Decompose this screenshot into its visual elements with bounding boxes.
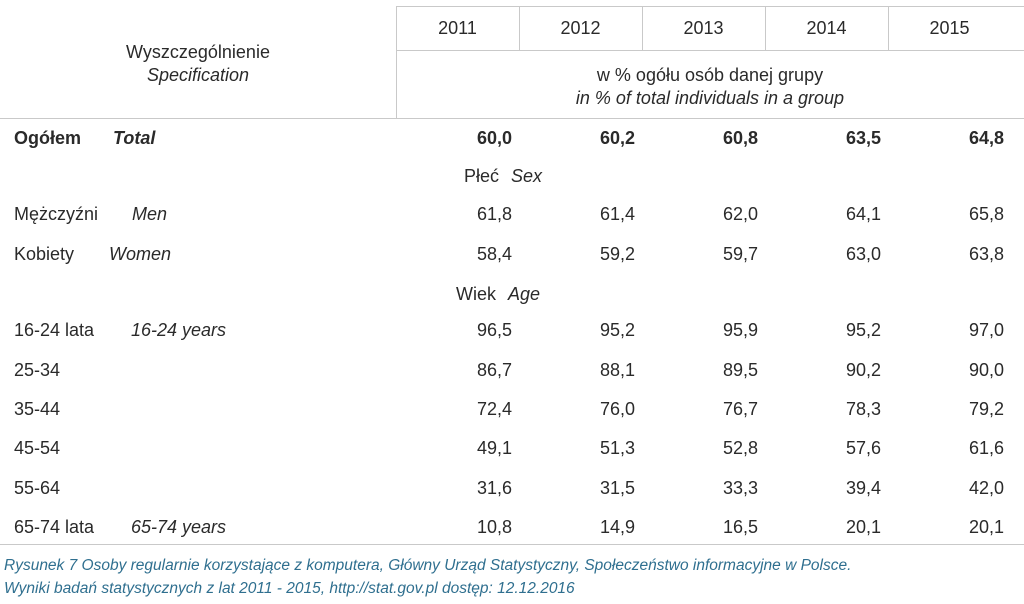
year-header-2014: 2014 — [806, 18, 847, 38]
cell-value: 58,4 — [476, 244, 512, 264]
row-label-en: 16-24 years — [131, 320, 227, 340]
row-label-en: Women — [109, 244, 172, 264]
cell-value: 95,2 — [599, 320, 635, 340]
cell-value: 33,3 — [722, 478, 758, 498]
cell-value: 63,5 — [845, 128, 881, 148]
year-divider — [888, 6, 889, 50]
section-label-pl: Płeć — [464, 166, 500, 186]
cell-value: 49,1 — [476, 438, 512, 458]
header-year-line — [396, 50, 1024, 51]
cell-value: 64,8 — [968, 128, 1004, 148]
row-label-pl: 16-24 lata — [14, 320, 95, 340]
section-label-en: Sex — [511, 166, 543, 186]
cell-value: 16,5 — [722, 517, 758, 537]
cell-value: 59,2 — [599, 244, 635, 264]
figure-caption-line2: Wyniki badań statystycznych z lat 2011 -… — [4, 580, 575, 597]
row-label-pl: Mężczyźni — [14, 204, 99, 224]
cell-value: 72,4 — [476, 399, 512, 419]
year-divider — [765, 6, 766, 50]
figure-caption-line1: Rysunek 7 Osoby regularnie korzystające … — [4, 557, 852, 574]
year-divider — [519, 6, 520, 50]
cell-value: 31,6 — [476, 478, 512, 498]
year-header-2015: 2015 — [929, 18, 970, 38]
cell-value: 95,2 — [845, 320, 881, 340]
cell-value: 76,0 — [599, 399, 635, 419]
year-header-2011: 2011 — [438, 18, 477, 38]
cell-value: 61,4 — [599, 204, 635, 224]
cell-value: 20,1 — [968, 517, 1004, 537]
table-row: 65-74 lata 65-74 years 10,8 14,9 16,5 20… — [0, 517, 1024, 543]
cell-value: 52,8 — [722, 438, 758, 458]
cell-value: 76,7 — [722, 399, 758, 419]
cell-value: 86,7 — [476, 360, 512, 380]
table-row: 25-34 86,7 88,1 89,5 90,2 90,0 — [0, 360, 1024, 386]
cell-value: 60,2 — [599, 128, 635, 148]
header-divider — [396, 6, 397, 118]
cell-value: 14,9 — [599, 517, 635, 537]
cell-value: 51,3 — [599, 438, 635, 458]
table-row-total: Ogółem Total 60,0 60,2 60,8 63,5 64,8 — [0, 128, 1024, 154]
cell-value: 57,6 — [845, 438, 881, 458]
cell-value: 39,4 — [845, 478, 881, 498]
cell-value: 10,8 — [476, 517, 512, 537]
table-bottom-line — [0, 544, 1024, 545]
unit-label-en: in % of total individuals in a group — [575, 88, 845, 108]
header-top-line — [396, 6, 1024, 7]
table-row: 55-64 31,6 31,5 33,3 39,4 42,0 — [0, 478, 1024, 504]
cell-value: 97,0 — [968, 320, 1004, 340]
cell-value: 88,1 — [599, 360, 635, 380]
cell-value: 42,0 — [968, 478, 1004, 498]
cell-value: 96,5 — [476, 320, 512, 340]
cell-value: 65,8 — [968, 204, 1004, 224]
cell-value: 78,3 — [845, 399, 881, 419]
row-label-pl: 25-34 — [14, 360, 61, 380]
table-header: Wyszczególnienie Specification 2011 2012… — [0, 0, 1024, 120]
header-bottom-line — [0, 118, 1024, 119]
specification-label-en: Specification — [146, 65, 250, 85]
cell-value: 63,0 — [845, 244, 881, 264]
year-divider — [642, 6, 643, 50]
row-label-pl: 35-44 — [14, 399, 61, 419]
section-header-age: Wiek Age — [456, 284, 540, 310]
cell-value: 89,5 — [722, 360, 758, 380]
year-header-2013: 2013 — [683, 18, 724, 38]
section-label-en: Age — [508, 284, 541, 304]
row-label-pl: 65-74 lata — [14, 517, 95, 537]
cell-value: 61,6 — [968, 438, 1004, 458]
section-label-pl: Wiek — [456, 284, 496, 304]
cell-value: 63,8 — [968, 244, 1004, 264]
unit-label-pl: w % ogółu osób danej grupy — [596, 65, 824, 85]
table-row: 16-24 lata 16-24 years 96,5 95,2 95,9 95… — [0, 320, 1024, 346]
cell-value: 60,0 — [476, 128, 512, 148]
row-label-en: Total — [113, 128, 156, 148]
row-label-pl: Ogółem — [14, 128, 82, 148]
year-header-2012: 2012 — [560, 18, 601, 38]
cell-value: 79,2 — [968, 399, 1004, 419]
cell-value: 31,5 — [599, 478, 635, 498]
table-row: Mężczyźni Men 61,8 61,4 62,0 64,1 65,8 — [0, 204, 1024, 230]
table-row: Kobiety Women 58,4 59,2 59,7 63,0 63,8 — [0, 244, 1024, 270]
specification-label-pl: Wyszczególnienie — [126, 42, 270, 62]
cell-value: 59,7 — [722, 244, 758, 264]
table-row: 45-54 49,1 51,3 52,8 57,6 61,6 — [0, 438, 1024, 464]
row-label-en: Men — [132, 204, 168, 224]
table-row: 35-44 72,4 76,0 76,7 78,3 79,2 — [0, 399, 1024, 425]
cell-value: 90,2 — [845, 360, 881, 380]
cell-value: 62,0 — [722, 204, 758, 224]
section-header-sex: Płeć Sex — [464, 166, 542, 192]
cell-value: 95,9 — [722, 320, 758, 340]
row-label-pl: Kobiety — [14, 244, 75, 264]
row-label-pl: 55-64 — [14, 478, 61, 498]
cell-value: 61,8 — [476, 204, 512, 224]
row-label-pl: 45-54 — [14, 438, 61, 458]
cell-value: 90,0 — [968, 360, 1004, 380]
row-label-en: 65-74 years — [131, 517, 227, 537]
cell-value: 64,1 — [845, 204, 881, 224]
cell-value: 20,1 — [845, 517, 881, 537]
cell-value: 60,8 — [722, 128, 758, 148]
